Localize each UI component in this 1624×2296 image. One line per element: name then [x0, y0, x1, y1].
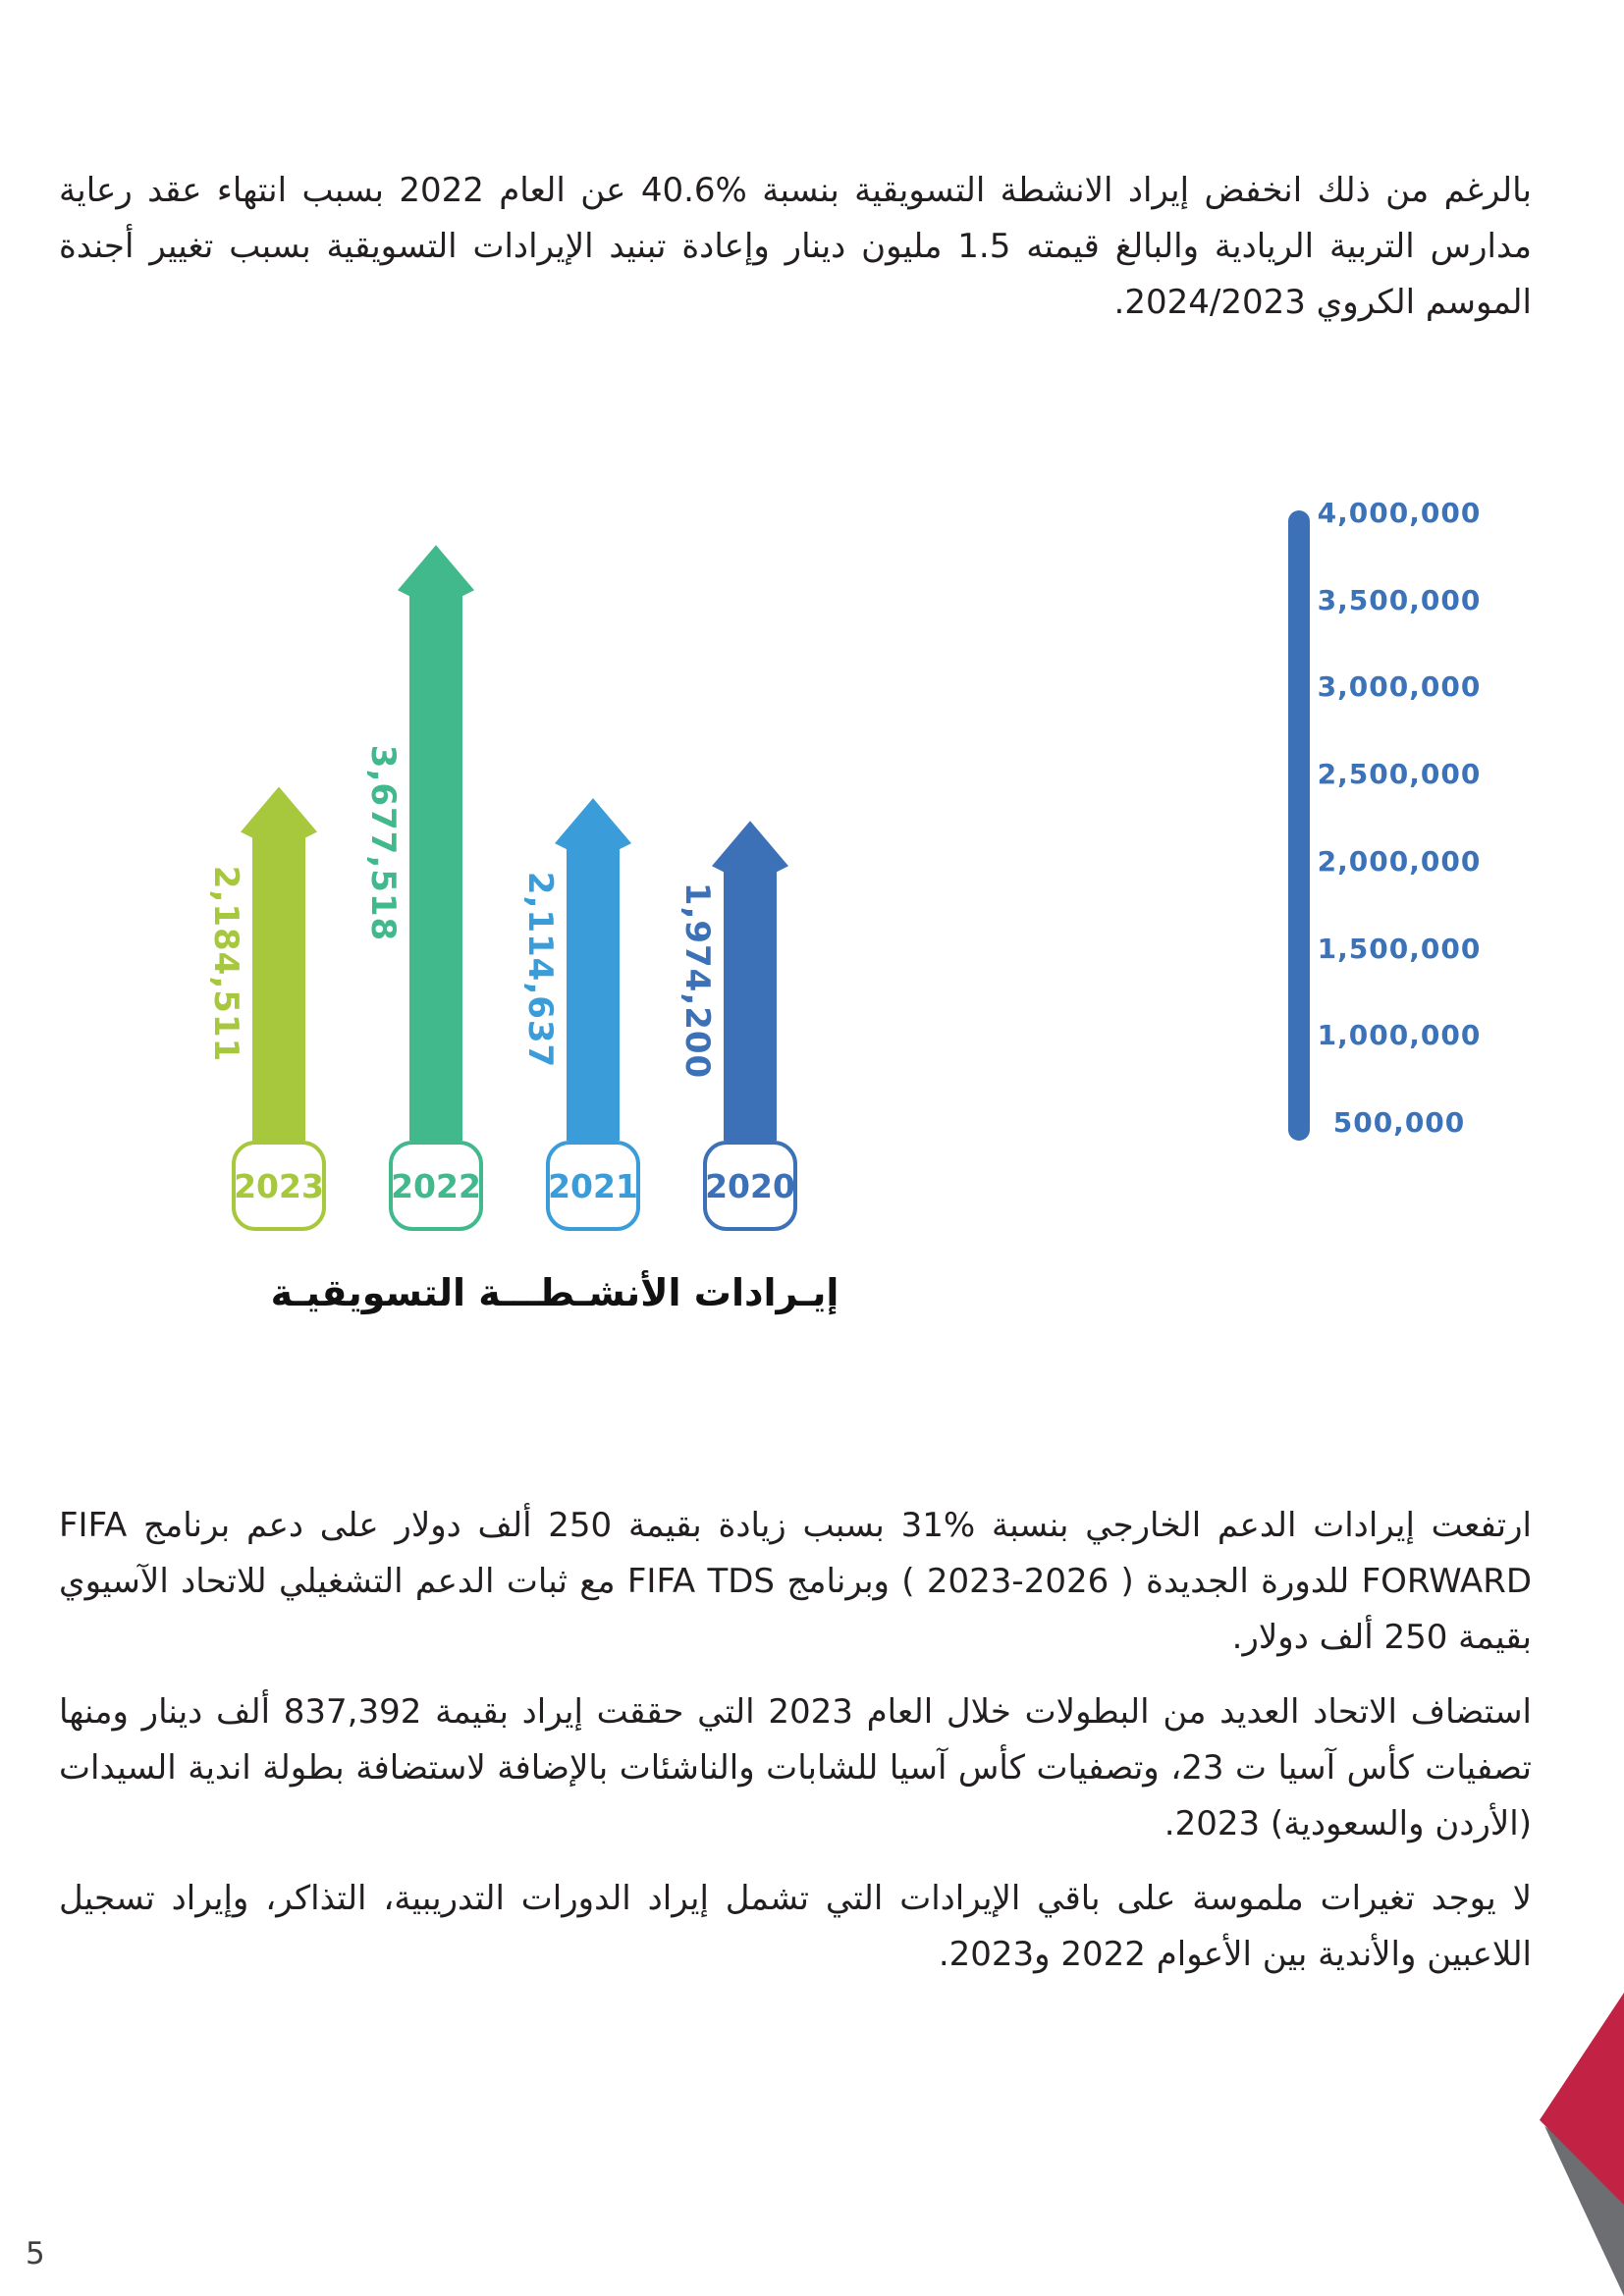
year-label-2021: 2021	[546, 1141, 640, 1231]
year-label-2020: 2020	[703, 1141, 797, 1231]
y-axis-tick: 2,500,000	[1317, 758, 1482, 791]
bar-value-label-2020: 1,974,200	[677, 881, 717, 1080]
year-label-2022: 2022	[389, 1141, 483, 1231]
bar-value-label-2023: 2,184,511	[206, 865, 245, 1062]
y-axis-tick: 1,500,000	[1317, 932, 1482, 965]
page-number: 5	[26, 2236, 45, 2271]
bar-value-label-2022: 3,677,518	[363, 744, 403, 941]
y-axis-tick: 2,000,000	[1317, 844, 1482, 878]
bar-2023	[241, 786, 317, 1141]
bar-2021	[555, 798, 631, 1141]
paragraph-external-support: ارتفعت إيرادات الدعم الخارجي بنسبة %31 ب…	[59, 1506, 1533, 1657]
paragraph-tournaments: استضاف الاتحاد العديد من البطولات خلال ا…	[59, 1692, 1532, 1843]
bar-2020	[712, 821, 788, 1141]
bar-2022	[398, 545, 474, 1141]
paragraph-other-revenues: لا يوجد تغيرات ملموسة على باقي الإيرادات…	[59, 1879, 1532, 1974]
y-axis-tick: 3,500,000	[1317, 583, 1482, 616]
y-axis-tick: 3,000,000	[1317, 670, 1482, 704]
bar-value-label-2021: 2,114,637	[520, 871, 560, 1068]
chart-title: إيـرادات الأنشـطـــة التسويقيـة	[270, 1271, 839, 1314]
paragraph-marketing-revenue: بالرغم من ذلك انخفض إيراد الانشطة التسوي…	[59, 171, 1533, 322]
y-axis-line	[1288, 510, 1310, 1141]
year-label-2023: 2023	[232, 1141, 326, 1231]
flag-motif	[1540, 1993, 1624, 2296]
y-axis-tick: 500,000	[1332, 1105, 1466, 1139]
y-axis-tick: 4,000,000	[1317, 497, 1482, 529]
y-axis-tick: 1,000,000	[1317, 1019, 1482, 1052]
